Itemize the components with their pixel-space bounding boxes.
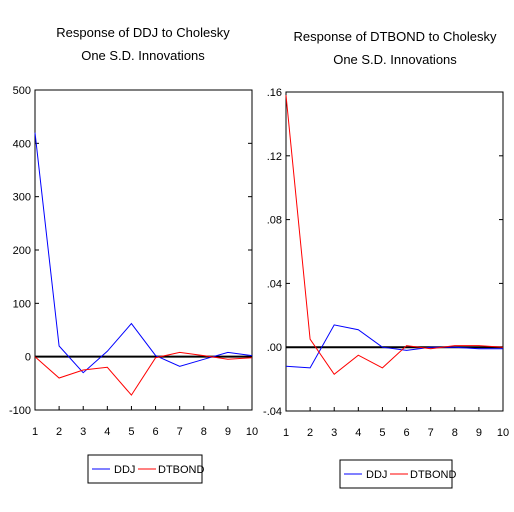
series-line-dtbond [285, 95, 504, 376]
chart-title: Response of DDJ to Cholesky [56, 25, 230, 40]
legend-label-dtbond: DTBOND [158, 464, 205, 476]
chart-panel-ddj: Response of DDJ to Cholesky One S.D. Inn… [9, 25, 258, 484]
y-tick-label: 400 [13, 138, 31, 150]
legend: DDJ DTBOND [339, 459, 457, 489]
series-line-ddj [34, 132, 253, 374]
y-tick-label: -100 [9, 405, 31, 417]
x-tick-label: 9 [225, 426, 231, 438]
y-tick-label: .04 [267, 278, 282, 290]
x-tick-label: 5 [128, 426, 134, 438]
y-tick-label: .08 [267, 215, 282, 227]
legend: DDJ DTBOND [87, 454, 205, 484]
legend-label-ddj: DDJ [114, 464, 135, 476]
plot-frame [285, 91, 504, 412]
x-tick-label: 1 [32, 426, 38, 438]
x-tick-label: 7 [428, 427, 434, 439]
legend-label-dtbond: DTBOND [410, 469, 457, 481]
x-tick-label: 6 [152, 426, 158, 438]
chart-title: Response of DTBOND to Cholesky [293, 29, 497, 44]
x-tick-label: 4 [104, 426, 110, 438]
chart-panel-dtbond: Response of DTBOND to Cholesky One S.D. … [263, 29, 509, 489]
x-tick-label: 1 [283, 427, 289, 439]
x-tick-label: 2 [307, 427, 313, 439]
x-tick-label: 10 [246, 426, 258, 438]
y-tick-label: 500 [13, 85, 31, 97]
chart-subtitle: One S.D. Innovations [333, 52, 457, 67]
x-tick-label: 3 [80, 426, 86, 438]
legend-label-ddj: DDJ [366, 469, 387, 481]
y-tick-label: 0 [25, 352, 31, 364]
x-tick-label: 8 [201, 426, 207, 438]
y-tick-label: .16 [267, 87, 282, 99]
y-tick-label: 100 [13, 298, 31, 310]
series-line-dtbond [34, 351, 253, 396]
plot-area: -100 0 100 200 300 400 500 1 2 3 4 5 6 7 8 9 10 [9, 85, 258, 438]
y-tick-label: 200 [13, 245, 31, 257]
x-tick-label: 10 [497, 427, 509, 439]
x-tick-label: 2 [56, 426, 62, 438]
plot-frame [34, 89, 253, 411]
x-tick-label: 4 [355, 427, 361, 439]
series-line-ddj [285, 324, 503, 369]
y-tick-label: .12 [267, 151, 282, 163]
x-tick-label: 9 [476, 427, 482, 439]
x-tick-label: 8 [452, 427, 458, 439]
x-tick-label: 3 [331, 427, 337, 439]
y-tick-label: 300 [13, 192, 31, 204]
x-tick-label: 7 [177, 426, 183, 438]
y-tick-label: -.04 [263, 406, 282, 418]
x-tick-label: 5 [379, 427, 385, 439]
plot-area: -.04 .00 .04 .08 .12 .16 1 2 3 4 5 6 7 8 9 10 [263, 87, 509, 439]
chart-subtitle: One S.D. Innovations [81, 48, 205, 63]
x-tick-label: 6 [403, 427, 409, 439]
y-tick-label: .00 [267, 342, 282, 354]
